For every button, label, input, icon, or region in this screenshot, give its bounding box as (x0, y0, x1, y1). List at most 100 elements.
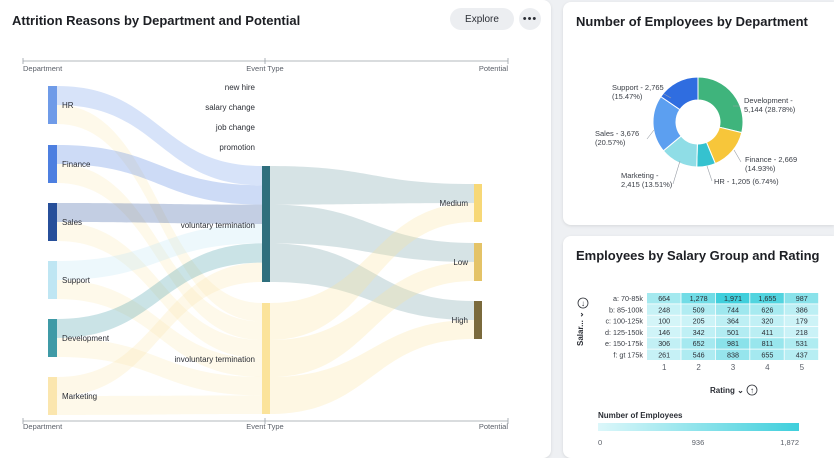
donut-title: Number of Employees by Department (576, 14, 808, 29)
sankey-link-development-voluntary (57, 243, 262, 338)
sankey-links (57, 86, 474, 415)
heatmap-cell (681, 349, 715, 360)
heatmap-x-axis-label: Rating ⌄ (710, 386, 744, 395)
heatmap-cell (784, 349, 819, 360)
sankey-label-job-change: job change (215, 123, 256, 132)
heatmap-col-label: 5 (800, 363, 805, 372)
sankey-link-hr-involuntary (57, 105, 262, 322)
donut-leader-marketing (672, 160, 681, 185)
sankey-link-finance-involuntary (57, 164, 262, 340)
attrition-sankey-card: Attrition Reasons by Department and Pote… (0, 0, 551, 458)
heatmap-cell (784, 304, 819, 315)
heatmap-cell-value: 655 (761, 351, 773, 360)
sankey-node-support (48, 261, 57, 299)
legend-tick-min: 0 (598, 438, 602, 447)
heatmap-cell-value: 744 (727, 305, 739, 314)
heatmap-cell-value: 501 (727, 328, 739, 337)
sankey-link-development-involuntary (57, 338, 262, 396)
heatmap-row-label: b: 85-100k (609, 305, 643, 314)
sankey-label-voluntary-termination: voluntary termination (181, 221, 255, 230)
sankey-label-low: Low (453, 258, 468, 267)
sankey-chart: Department Event Type Potential Department E… (22, 58, 509, 431)
sankey-link-support-voluntary (57, 224, 262, 280)
donut-slice-support (660, 76, 699, 111)
heatmap-cell (715, 349, 750, 360)
heatmap-cell-value: 981 (727, 339, 739, 348)
heatmap-cell (647, 293, 681, 304)
heatmap-cell-value: 411 (762, 328, 773, 337)
heatmap-cell-value: 546 (693, 351, 705, 360)
sankey-link-hr-voluntary (57, 86, 262, 186)
heatmap-cell (681, 304, 715, 315)
heatmap-cell (715, 315, 750, 327)
donut-label-pct-sales: (20.57%) (595, 138, 626, 147)
heatmap-cell (681, 315, 715, 327)
axis-top-event-type: Event Type (246, 64, 283, 73)
sankey-label-medium: Medium (440, 199, 469, 208)
axis-bottom-department: Department (23, 422, 63, 431)
sankey-label-promotion: promotion (219, 143, 255, 152)
heatmap-cell-value: 531 (796, 339, 808, 348)
donut-label-development: Development - (744, 96, 793, 105)
salary-heatmap-card: Employees by Salary Group and Rating a: … (563, 236, 834, 458)
heatmap-cell-value: 320 (761, 317, 773, 326)
heatmap-cell-value: 838 (727, 351, 739, 360)
axis-bottom-potential: Potential (479, 422, 509, 431)
heatmap-cell-value: 261 (658, 351, 670, 360)
heatmap-cell-value: 1,971 (724, 294, 742, 303)
heatmap-cell (715, 326, 750, 338)
donut-label-support: Support - 2,765 (612, 83, 664, 92)
heatmap-cell-value: 342 (693, 328, 705, 337)
heatmap-cell-value: 146 (658, 328, 670, 337)
heatmap-cell-value: 364 (727, 317, 739, 326)
sort-x-button-circle (746, 384, 758, 396)
heatmap-cell (750, 349, 784, 360)
donut-label-hr: HR - 1,205 (6.74%) (714, 177, 779, 186)
heatmap-col-label: 1 (662, 363, 667, 372)
heatmap-cell (750, 304, 784, 315)
donut-leader-support (663, 93, 672, 99)
explore-button[interactable]: Explore (450, 8, 514, 30)
legend-tick-max: 1,872 (780, 438, 799, 447)
sankey-label-finance: Finance (62, 160, 91, 169)
sankey-node-low (474, 243, 482, 281)
sankey-link-voluntary-high (270, 243, 474, 320)
sankey-link-sales-voluntary (57, 203, 262, 224)
heatmap-cell-value: 664 (658, 294, 670, 303)
sankey-node-marketing (48, 377, 57, 415)
heatmap-cell (681, 338, 715, 349)
heatmap-legend-title: Number of Employees (598, 411, 683, 420)
heatmap-cell-value: 386 (796, 305, 808, 314)
donut-leader-sales (646, 129, 655, 140)
sankey-link-voluntary-medium (270, 166, 474, 205)
heatmap-row-label: e: 150-175k (605, 339, 643, 348)
heatmap-cell-value: 987 (796, 294, 808, 303)
heatmap-cell (750, 338, 784, 349)
heatmap-col-label: 3 (731, 363, 736, 372)
heatmap-chart: a: 70-85k 664 1,278 1,971 1,655 987 b: 85-100k… (576, 293, 819, 447)
sankey-label-salary-change: salary change (205, 103, 255, 112)
donut-label-sales: Sales - 3,676 (595, 129, 639, 138)
sankey-link-involuntary-medium (270, 203, 474, 340)
donut-label-marketing: Marketing - (621, 171, 659, 180)
sankey-label-marketing: Marketing (62, 392, 97, 401)
sankey-label-new-hire: new hire (225, 83, 256, 92)
heatmap-cell-value: 100 (658, 317, 670, 326)
axis-bottom-event-type: Event Type (246, 422, 283, 431)
heatmap-cell-value: 1,278 (690, 294, 708, 303)
sort-down-icon: ↓ (581, 299, 585, 308)
heatmap-col-label: 4 (765, 363, 770, 372)
heatmap-cell (647, 315, 681, 327)
heatmap-cell-value: 248 (658, 305, 670, 314)
more-options-button[interactable]: ••• (519, 8, 541, 30)
sankey-label-sales: Sales (62, 218, 82, 227)
donut-label-pct-development: 5,144 (28.78%) (744, 105, 796, 114)
sankey-node-involuntary-termination (262, 303, 270, 414)
sankey-node-voluntary-termination (262, 166, 270, 282)
heatmap-cell-value: 218 (796, 328, 808, 337)
heatmap-cell (647, 338, 681, 349)
sankey-link-involuntary-high (270, 320, 474, 414)
heatmap-cell (647, 326, 681, 338)
heatmap-row-label: f: gt 175k (613, 351, 643, 360)
heatmap-cell (750, 315, 784, 327)
